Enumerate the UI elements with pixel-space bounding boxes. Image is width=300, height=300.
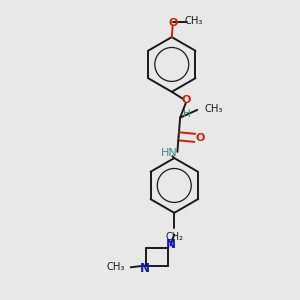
- Text: N: N: [140, 262, 150, 275]
- Text: CH₃: CH₃: [106, 262, 124, 272]
- Text: CH₂: CH₂: [166, 232, 184, 242]
- Text: CH₃: CH₃: [204, 104, 223, 114]
- Text: HN: HN: [161, 148, 178, 158]
- Text: H: H: [183, 109, 191, 119]
- Text: O: O: [195, 133, 205, 142]
- Text: CH₃: CH₃: [184, 16, 203, 26]
- Text: O: O: [182, 95, 191, 105]
- Text: O: O: [168, 18, 178, 28]
- Text: N: N: [166, 238, 176, 251]
